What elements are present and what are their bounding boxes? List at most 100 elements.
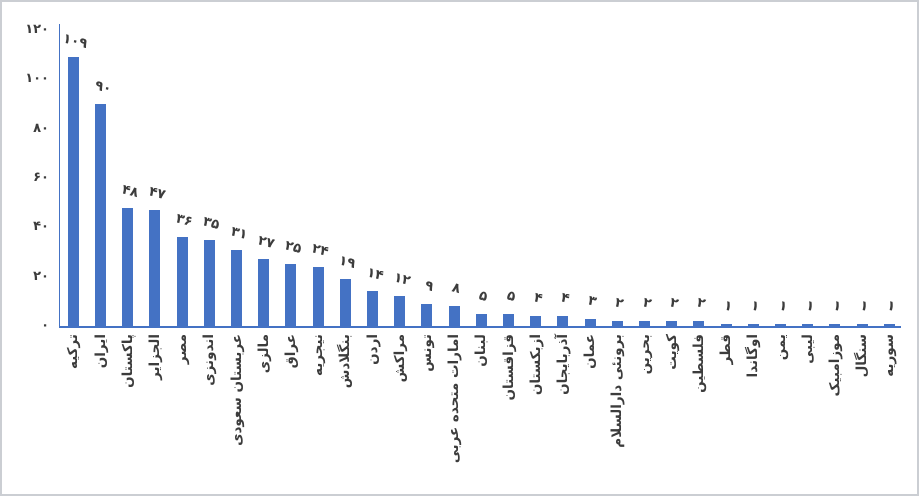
bar-value-label: ۴ — [559, 289, 572, 308]
bar — [503, 314, 514, 326]
y-tick-label: ۱۰۰ — [25, 71, 49, 87]
bar — [149, 210, 161, 326]
category-label: برونئی دارالسلام — [609, 334, 626, 448]
bar-value-label: ۴ — [531, 289, 544, 308]
category-label: پاکستان — [119, 334, 136, 388]
category-label: عراق — [282, 334, 299, 369]
category-label: فلسطین — [690, 334, 707, 393]
category-label: لیبی — [799, 334, 816, 364]
bar-value-label: ۱ — [749, 297, 762, 316]
bar-value-label: ۵ — [477, 287, 490, 306]
bar-value-label: ۱ — [722, 297, 735, 316]
bar — [258, 259, 270, 326]
category-label: تونس — [418, 334, 435, 372]
y-tick-label: ۰ — [41, 318, 49, 333]
x-axis-line — [59, 326, 901, 328]
category-label: بحرین — [636, 334, 653, 375]
bar — [720, 324, 732, 326]
category-label: آذربایجان — [554, 334, 571, 395]
bar-value-label: ۵ — [504, 287, 517, 306]
category-label: امارات متحده عربی — [446, 334, 463, 464]
category-label: موزامبیک — [826, 334, 843, 397]
bar-value-label: ۲۵ — [283, 237, 303, 258]
bar — [747, 324, 759, 326]
bar — [475, 314, 487, 326]
bar-value-label: ۱۴ — [364, 264, 385, 285]
bar-value-label: ۱ — [803, 297, 816, 316]
bar — [122, 208, 134, 326]
category-label: لبنان — [473, 334, 490, 367]
y-tick-label: ۶۰ — [33, 170, 49, 185]
bar-value-label: ۲ — [613, 294, 626, 313]
bar — [203, 240, 215, 326]
bar-value-label: ۳۶ — [174, 210, 195, 231]
bar — [530, 316, 542, 326]
bar-value-label: ۴۷ — [147, 183, 167, 204]
bar-value-label: ۲۴ — [310, 240, 331, 261]
bar — [448, 306, 460, 326]
category-label: مالزی — [255, 334, 272, 374]
bar — [557, 316, 569, 326]
category-label: قزاقستان — [500, 334, 517, 401]
bar-value-label: ۲ — [695, 294, 708, 313]
bar — [584, 319, 596, 326]
bar — [666, 321, 678, 326]
bar — [285, 264, 297, 326]
category-label: ازبکستان — [527, 334, 544, 396]
bar-value-label: ۴۸ — [119, 181, 140, 202]
bar — [67, 57, 79, 326]
bar — [394, 296, 406, 326]
bar — [95, 104, 106, 326]
bar-value-label: ۲ — [667, 294, 680, 313]
bar-value-label: ۳ — [586, 292, 599, 311]
category-label: ترکیه — [65, 334, 82, 370]
category-label: بنگلادش — [337, 334, 354, 389]
category-label: عمان — [582, 334, 599, 369]
category-label: اندونزی — [201, 334, 218, 386]
category-label: کویت — [663, 334, 680, 370]
bar — [367, 291, 378, 326]
bar — [231, 250, 242, 326]
bar-value-label: ۲ — [640, 294, 653, 313]
bar — [883, 324, 895, 326]
bar-value-label: ۹ — [423, 277, 436, 296]
category-label: اردن — [364, 334, 381, 365]
bar-value-label: ۱ — [885, 297, 898, 316]
category-label: نیجریه — [310, 334, 327, 376]
category-label: یمن — [772, 334, 789, 361]
bar-value-label: ۱۹ — [337, 252, 358, 273]
category-label: سنگال — [854, 334, 871, 378]
bar — [775, 324, 786, 326]
bar-value-label: ۹۰ — [92, 77, 113, 98]
category-label: سوریه — [881, 334, 898, 377]
bar-value-label: ۱۰۹ — [61, 30, 90, 53]
bar — [176, 237, 188, 326]
bar-value-label: ۲۷ — [255, 232, 276, 253]
category-label: ایران — [92, 334, 109, 369]
bar-value-label: ۳۵ — [201, 213, 222, 234]
category-label: مراکش — [391, 334, 408, 383]
bar-value-label: ۸ — [450, 279, 463, 298]
bar — [639, 321, 650, 326]
y-tick-label: ۸۰ — [33, 120, 49, 136]
bar-value-label: ۱ — [858, 297, 871, 316]
bar-value-label: ۳۱ — [228, 223, 249, 244]
category-label: قطر — [718, 334, 735, 365]
bar — [802, 324, 814, 326]
bar — [829, 324, 841, 326]
y-tick-label: ۲۰ — [33, 268, 49, 284]
bar-value-label: ۱ — [831, 297, 844, 316]
bar-value-label: ۱ — [776, 297, 789, 316]
y-axis-line — [59, 24, 60, 326]
category-label: اوگاندا — [745, 334, 762, 378]
y-tick-label: ۴۰ — [33, 219, 49, 235]
bar — [312, 267, 324, 326]
y-tick-label: ۱۲۰ — [25, 22, 49, 37]
category-label: الجزایر — [146, 334, 163, 380]
bar — [856, 324, 868, 326]
bar — [693, 321, 705, 326]
bar — [611, 321, 623, 326]
bar — [421, 304, 433, 326]
